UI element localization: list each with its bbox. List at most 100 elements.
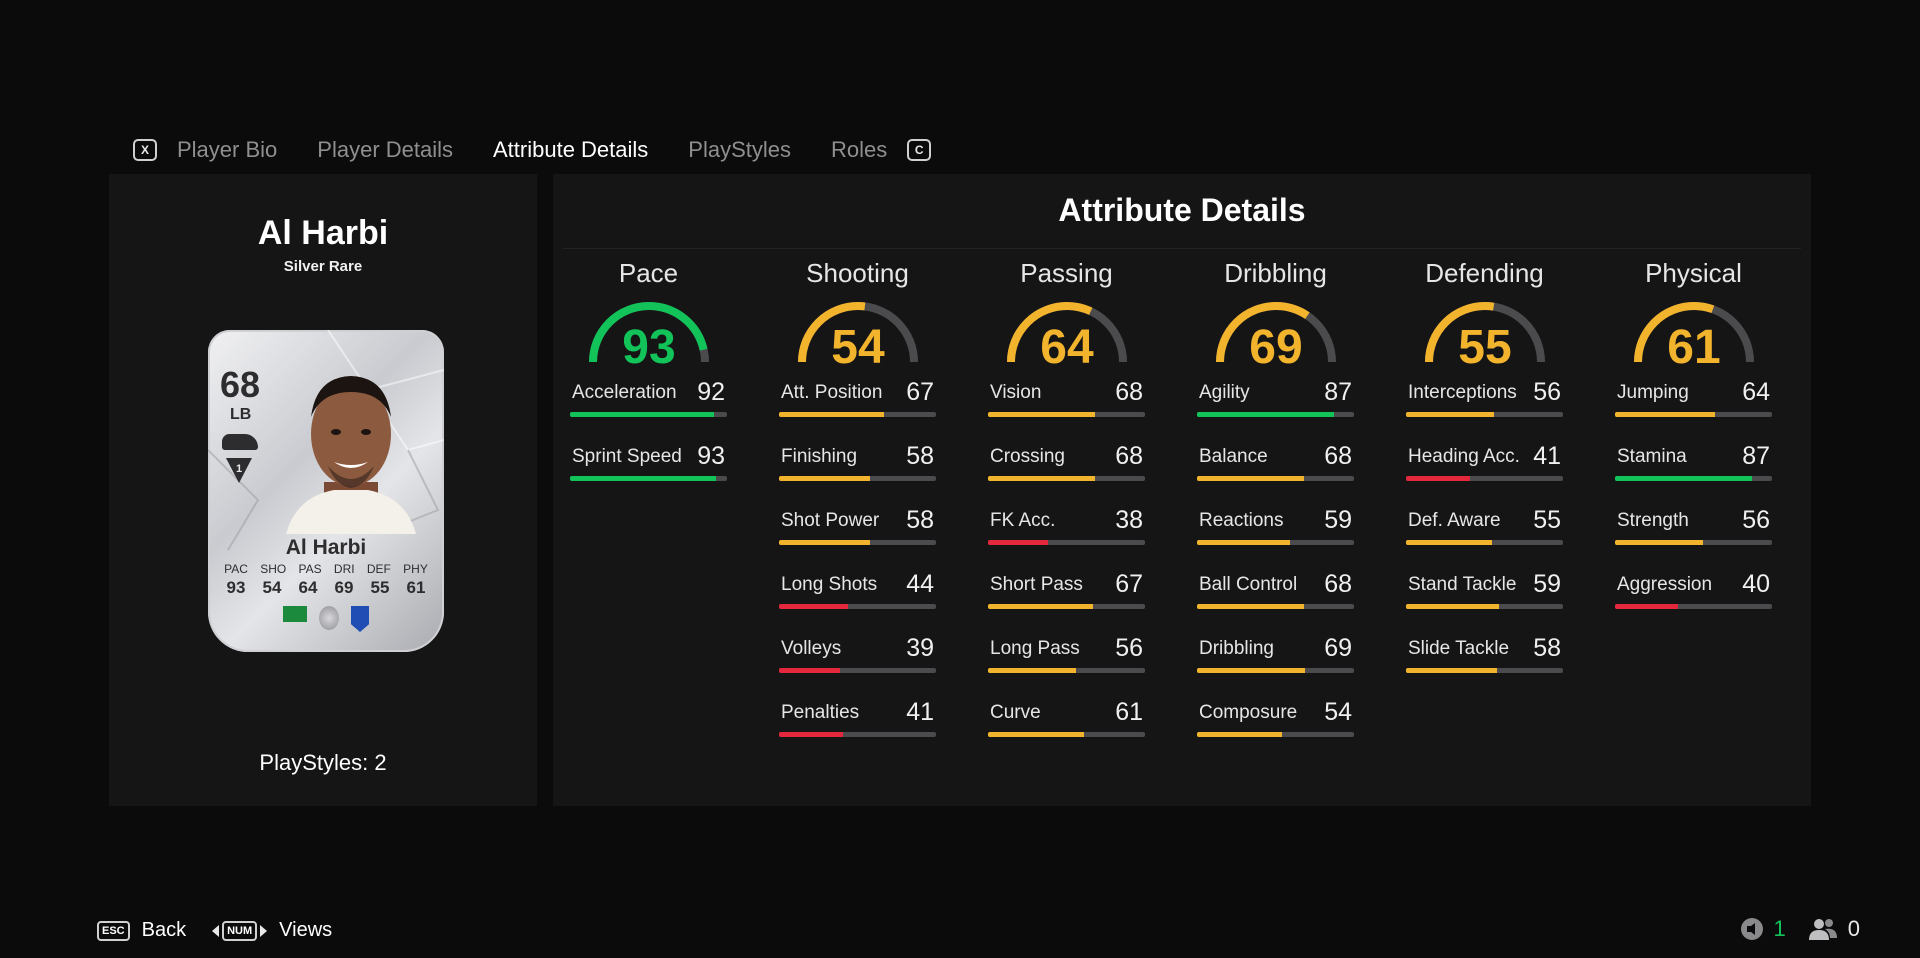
attribute-panel: Attribute Details Pace 93 Acceleration 92 Sp… (553, 174, 1811, 806)
attr-stat-value: 54 (1324, 698, 1352, 726)
gauge-fill (588, 302, 709, 363)
card-stat-value: 61 (406, 578, 426, 597)
attr-stat-name: Ball Control (1199, 574, 1298, 595)
attr-stat-row: Short Pass 67 (988, 570, 1145, 634)
league-badge-icon (319, 606, 339, 630)
card-stat-label: DEF (366, 562, 391, 576)
attr-stat-value: 38 (1115, 506, 1143, 534)
attr-stat-bar (1406, 540, 1563, 545)
panel-title: Attribute Details (1058, 192, 1306, 228)
esc-key-icon[interactable]: ESC (97, 920, 130, 941)
attr-stat-name: Slide Tackle (1408, 638, 1510, 659)
attr-stat-bar (1197, 412, 1354, 417)
attr-stat-value: 69 (1324, 634, 1352, 662)
attr-stat-name: Interceptions (1408, 382, 1517, 403)
attr-stat-list: Att. Position 67 Finishing 58 Shot Power 58 Lo… (779, 378, 936, 762)
footer-controls: ESC Back NUM Views (97, 919, 332, 942)
boot-icon (222, 434, 258, 450)
attr-stat-row: Reactions 59 (1197, 506, 1354, 570)
attr-stat-bar-fill (988, 412, 1095, 417)
attr-stat-bar-fill (779, 668, 841, 673)
gauge-fill (1633, 302, 1754, 363)
attr-stat-bar-fill (1197, 732, 1282, 737)
attr-gauge: 61 (1633, 302, 1754, 366)
gauge-value: 61 (1667, 321, 1720, 366)
attr-stat-row: Long Shots 44 (779, 570, 936, 634)
attr-stat-bar-fill (1615, 540, 1703, 545)
attr-stat-row: Aggression 40 (1615, 570, 1772, 634)
attr-stat-row: Agility 87 (1197, 378, 1354, 442)
player-card: 68 LB 1 Al Harbi PAC SHO PAS DRI DEF PHY (208, 330, 444, 652)
friends-icon (1808, 919, 1837, 940)
tab-playstyles[interactable]: PlayStyles (688, 137, 792, 162)
player-panel: Al Harbi Silver Rare 68 LB 1 Al Harbi P (109, 174, 537, 806)
speaker-icon (1740, 918, 1763, 940)
attr-stat-bar-fill (1197, 604, 1304, 609)
card-stat-value: 64 (298, 578, 318, 597)
attr-stat-row: Penalties 41 (779, 698, 936, 762)
attr-stat-name: Stamina (1617, 446, 1687, 467)
num-key-icon: NUM (222, 920, 258, 941)
attr-stat-row: Stand Tackle 59 (1406, 570, 1563, 634)
attr-stat-value: 92 (697, 378, 725, 406)
tab-player-bio[interactable]: Player Bio (177, 137, 278, 162)
attr-stat-name: Strength (1617, 510, 1689, 531)
attr-stat-bar-fill (988, 540, 1048, 545)
tab-bar: X Player Bio Player Details Attribute De… (133, 132, 932, 168)
attr-stat-name: Balance (1199, 446, 1268, 467)
attr-stat-row: FK Acc. 38 (988, 506, 1145, 570)
attr-stat-value: 61 (1115, 698, 1143, 726)
tab-next-key[interactable]: C (907, 139, 932, 161)
attr-stat-name: Jumping (1617, 382, 1689, 403)
attr-stat-row: Crossing 68 (988, 442, 1145, 506)
attr-gauge: 54 (797, 302, 918, 366)
card-stat-value: 54 (262, 578, 282, 597)
attr-stat-bar (1406, 476, 1563, 481)
card-stat-value: 55 (370, 578, 390, 597)
tab-prev-key[interactable]: X (133, 139, 157, 161)
attr-stat-bar (570, 412, 727, 417)
attr-stat-value: 56 (1742, 506, 1770, 534)
attr-stat-bar (1615, 540, 1772, 545)
attr-stat-bar-fill (988, 476, 1095, 481)
attr-category-title: Dribbling (1224, 258, 1327, 288)
tab-roles[interactable]: Roles (831, 137, 888, 162)
views-key-icon[interactable]: NUM (212, 920, 268, 941)
back-button[interactable]: Back (141, 919, 187, 941)
attr-column-defending: Defending 55 Interceptions 56 Heading Acc. 41… (1406, 256, 1563, 698)
card-stat-label: DRI (333, 562, 355, 576)
attr-stat-value: 68 (1324, 442, 1352, 470)
attr-gauge: 64 (1006, 302, 1127, 366)
attr-stat-value: 64 (1742, 378, 1770, 406)
gauge-fill (1006, 302, 1127, 363)
attr-gauge: 69 (1215, 302, 1336, 366)
attr-stat-value: 68 (1324, 570, 1352, 598)
attr-category-title: Physical (1645, 258, 1742, 288)
attr-stat-value: 58 (906, 506, 934, 534)
views-button[interactable]: Views (279, 919, 333, 941)
tab-attribute-details[interactable]: Attribute Details (493, 137, 649, 162)
attr-stat-value: 56 (1115, 634, 1143, 662)
attr-stat-name: Long Pass (990, 638, 1080, 659)
arrow-right-icon (260, 924, 268, 937)
attr-stat-bar-fill (779, 540, 871, 545)
attr-stat-value: 55 (1533, 506, 1561, 534)
attr-stat-bar (1615, 476, 1772, 481)
attr-stat-bar-fill (1406, 412, 1494, 417)
attr-stat-bar (1197, 668, 1354, 673)
attr-stat-row: Finishing 58 (779, 442, 936, 506)
attr-stat-bar (1406, 668, 1563, 673)
tab-player-details[interactable]: Player Details (317, 137, 453, 162)
attr-stat-bar (988, 412, 1145, 417)
attr-stat-value: 68 (1115, 442, 1143, 470)
svg-text:1: 1 (236, 463, 242, 475)
status-count-a: 1 (1773, 916, 1786, 941)
attr-stat-bar-fill (779, 412, 885, 417)
attr-stat-row: Ball Control 68 (1197, 570, 1354, 634)
attr-category-title: Passing (1020, 258, 1113, 288)
attr-stat-name: Att. Position (781, 382, 883, 403)
gauge-value: 69 (1249, 321, 1302, 366)
attr-stat-row: Stamina 87 (1615, 442, 1772, 506)
attr-stat-name: Volleys (781, 638, 842, 659)
attr-column-passing: Passing 64 Vision 68 Crossing 68 FK Acc. 38 Shor… (988, 256, 1145, 762)
